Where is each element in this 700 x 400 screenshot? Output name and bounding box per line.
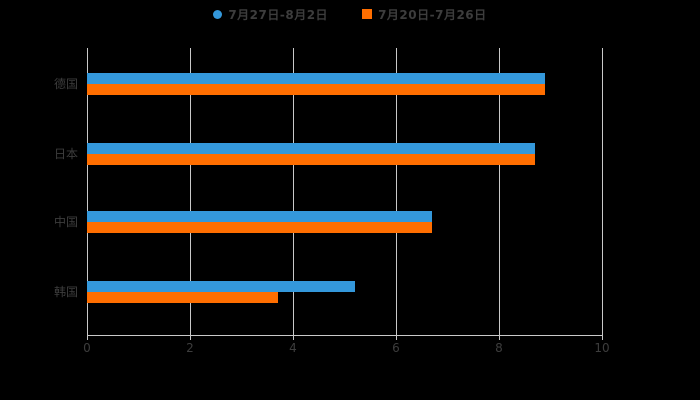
- y-axis-label-3: 韩国: [53, 284, 78, 299]
- series2-square-marker-icon: [362, 9, 373, 19]
- bar-series1-row1: [87, 142, 536, 154]
- x-axis-tick-2: [189, 336, 191, 340]
- gridline-x6: [395, 48, 397, 335]
- bar-series2-row3: [87, 291, 278, 303]
- x-axis-tick-label-6: 6: [392, 341, 400, 355]
- gridline-x0: [86, 48, 88, 335]
- gridline-x4: [292, 48, 294, 335]
- legend-label-series1: 7月27日-8月2日: [228, 7, 329, 22]
- legend-item-series2[interactable]: 7月20日-7月26日: [362, 6, 487, 23]
- x-axis-tick-8: [498, 336, 500, 340]
- bar-series2-row2: [87, 221, 433, 233]
- x-axis-tick-0: [86, 336, 88, 340]
- x-axis-tick-label-2: 2: [186, 341, 194, 355]
- bar-series2-row1: [87, 153, 536, 165]
- bar-series1-row3: [87, 280, 355, 292]
- x-axis-tick-label-10: 10: [594, 341, 610, 355]
- bar-series1-row0: [87, 73, 546, 84]
- x-axis-line: [87, 335, 603, 336]
- legend-item-series1[interactable]: 7月27日-8月2日: [213, 6, 328, 23]
- x-axis-tick-label-8: 8: [495, 341, 503, 355]
- series1-circle-marker-icon: [213, 9, 223, 19]
- gridline-x2: [189, 48, 191, 335]
- x-axis-tick-6: [395, 336, 397, 340]
- y-axis-label-0: 德国: [53, 77, 78, 91]
- x-axis-tick-4: [292, 336, 294, 340]
- y-axis-label-2: 中国: [53, 214, 78, 229]
- gridline-x8: [498, 48, 500, 335]
- y-axis-label-1: 日本: [53, 146, 78, 161]
- chart-legend: 7月27日-8月2日 7月20日-7月26日: [0, 5, 700, 23]
- x-axis-tick-10: [601, 336, 603, 340]
- x-axis-tick-label-0: 0: [83, 341, 91, 355]
- bar-series1-row2: [87, 210, 433, 222]
- bar-series2-row0: [87, 84, 546, 95]
- x-axis-tick-label-4: 4: [289, 341, 297, 355]
- legend-label-series2: 7月20日-7月26日: [378, 7, 487, 22]
- gridline-x10: [601, 48, 603, 335]
